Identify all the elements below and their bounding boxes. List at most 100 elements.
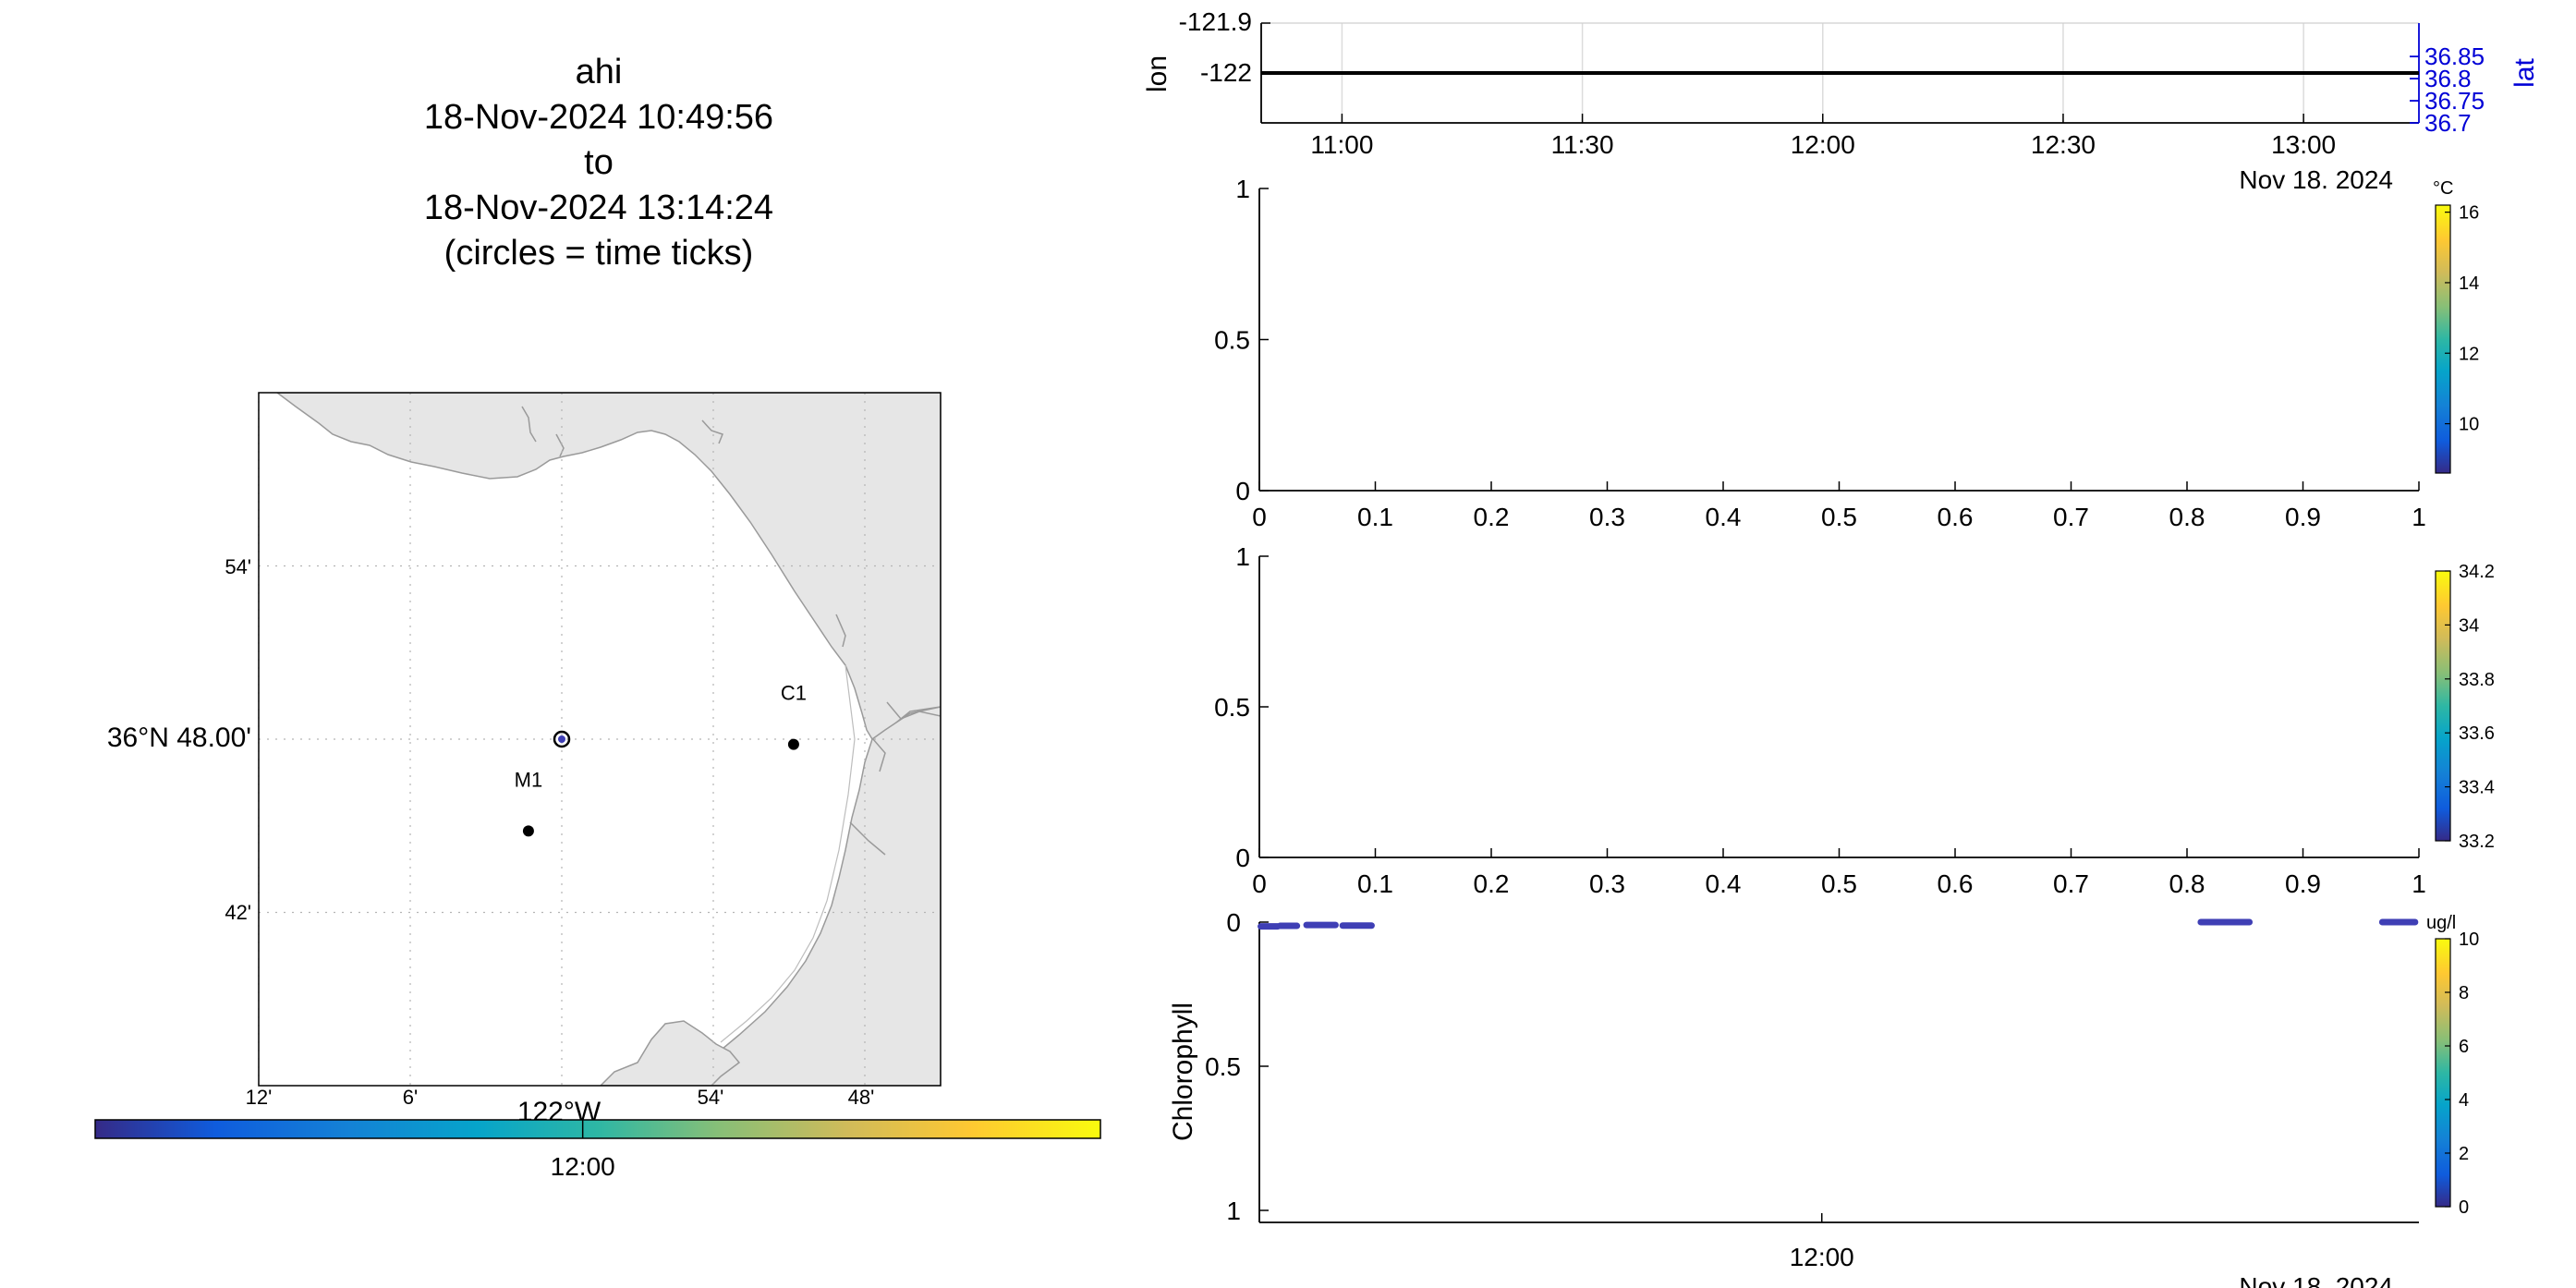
position-xtick-2: 12:00 <box>1791 130 1855 159</box>
salinity-colorbar-ticks: 33.2 33.4 33.6 33.8 34 34.2 <box>2445 562 2495 852</box>
chlorophyll-cb-tick-5: 10 <box>2459 930 2479 950</box>
map-title-line-5: (circles = time ticks) <box>444 234 754 273</box>
temperature-ytick-2: 1 <box>1235 175 1250 203</box>
salinity-cb-tick-5: 34.2 <box>2459 562 2495 582</box>
time-colorbar: 12:00 <box>94 1119 1101 1181</box>
salinity-cb-tick-0: 33.2 <box>2459 832 2495 852</box>
temperature-colorbar-unit: °C <box>2433 178 2453 199</box>
salinity-ytick-0: 0 <box>1235 844 1250 872</box>
vehicle-position-marker <box>553 730 571 748</box>
temperature-xtick-1: 0.1 <box>1357 503 1393 531</box>
land-south <box>599 1020 741 1086</box>
station-c1-marker <box>787 738 799 750</box>
map-title-line-1: ahi <box>576 53 623 91</box>
chlorophyll-date-label: Nov 18. 2024 <box>2239 1272 2393 1288</box>
salinity-ytick-2: 1 <box>1235 542 1250 571</box>
slough <box>849 821 886 856</box>
station-c1-label: C1 <box>781 682 807 705</box>
position-ylabel-right: lat <box>2509 57 2540 87</box>
temperature-xtick-4: 0.4 <box>1706 503 1742 531</box>
map-title-line-4: 18-Nov-2024 13:14:24 <box>424 188 773 227</box>
position-xtick-1: 11:30 <box>1551 130 1614 159</box>
chlorophyll-axis-ticks: 0 0.5 1 12:00 <box>1205 908 1854 1271</box>
salinity-cb-tick-3: 33.8 <box>2459 670 2495 690</box>
station-m1-marker <box>522 825 534 837</box>
chlorophyll-cb-tick-0: 0 <box>2459 1197 2469 1218</box>
map-xtick-48: 48' <box>848 1086 875 1109</box>
salinity-xtick-8: 0.8 <box>2169 869 2205 898</box>
chlorophyll-ytick-0: 0 <box>1226 908 1241 937</box>
lat-tick-label-0: 36.85 <box>2424 43 2485 70</box>
lat-tick-label-2: 36.75 <box>2424 87 2485 115</box>
temperature-cb-tick-3: 16 <box>2459 203 2479 224</box>
map-ytick-42: 42' <box>225 901 251 924</box>
chlorophyll-cb-tick-3: 6 <box>2459 1037 2469 1057</box>
temperature-xtick-0: 0 <box>1252 503 1267 531</box>
river-4 <box>835 614 846 648</box>
chlorophyll-ytick-2: 1 <box>1226 1197 1241 1225</box>
salinity-xtick-5: 0.5 <box>1821 869 1857 898</box>
temperature-xtick-3: 0.3 <box>1589 503 1625 531</box>
chlorophyll-ylabel: Chlorophyll <box>1168 1002 1198 1141</box>
position-date-label: Nov 18. 2024 <box>2239 165 2393 194</box>
salinity-cb-tick-2: 33.6 <box>2459 723 2495 744</box>
position-xtick-3: 12:30 <box>2031 130 2096 159</box>
position-time-ticks: 11:00 11:30 12:00 12:30 13:00 <box>1310 114 2336 159</box>
map-title-line-2: 18-Nov-2024 10:49:56 <box>424 98 773 137</box>
chlorophyll-cb-tick-2: 4 <box>2459 1090 2469 1111</box>
river-5 <box>886 701 941 720</box>
salinity-xtick-4: 0.4 <box>1706 869 1742 898</box>
position-xtick-4: 13:00 <box>2271 130 2336 159</box>
salinity-cb-tick-1: 33.4 <box>2459 778 2495 798</box>
temperature-xtick-10: 1 <box>2412 503 2426 531</box>
temperature-colorbar-ticks: 10 12 14 16 <box>2445 203 2479 435</box>
temperature-xtick-5: 0.5 <box>1821 503 1857 531</box>
salinity-ytick-1: 0.5 <box>1214 693 1250 722</box>
temperature-panel: 0 0.1 0.2 0.3 0.4 0.5 0.6 0.7 0.8 0.9 100.51 10121… <box>1214 175 2479 531</box>
temperature-xtick-9: 0.9 <box>2285 503 2321 531</box>
map-xtick-54: 54' <box>698 1086 724 1109</box>
temperature-cb-tick-2: 14 <box>2459 273 2479 294</box>
river-2 <box>555 433 565 457</box>
salinity-xtick-2: 0.2 <box>1474 869 1510 898</box>
map-stations: C1 M1 <box>515 682 807 837</box>
salinity-panel: 0 0.1 0.2 0.3 0.4 0.5 0.6 0.7 0.8 0.9 100.51 33.23… <box>1214 542 2495 898</box>
salinity-xtick-10: 1 <box>2412 869 2426 898</box>
temperature-xtick-6: 0.6 <box>1938 503 1974 531</box>
salinity-cb-tick-4: 34 <box>2459 615 2479 636</box>
temperature-xtick-7: 0.7 <box>2053 503 2089 531</box>
salinity-xtick-6: 0.6 <box>1938 869 1974 898</box>
position-xtick-0: 11:00 <box>1310 130 1373 159</box>
map-title: ahi 18-Nov-2024 10:49:56 to 18-Nov-2024 … <box>424 53 773 273</box>
salinity-colorbar <box>2435 570 2451 842</box>
salinity-xtick-1: 0.1 <box>1357 869 1393 898</box>
temperature-ytick-0: 0 <box>1235 477 1250 505</box>
temperature-axis-ticks: 0 0.1 0.2 0.3 0.4 0.5 0.6 0.7 0.8 0.9 1 0 0.5 1 <box>1214 175 2426 531</box>
chlorophyll-xtick-0: 12:00 <box>1790 1243 1854 1271</box>
chlorophyll-cb-tick-1: 2 <box>2459 1144 2469 1164</box>
position-ytick-mid: -122 <box>1200 58 1252 87</box>
temperature-ytick-1: 0.5 <box>1214 326 1250 355</box>
temperature-xtick-8: 0.8 <box>2169 503 2205 531</box>
chlorophyll-colorbar-unit: ug/l <box>2426 913 2456 933</box>
map-title-line-3: to <box>584 143 614 182</box>
map-frame <box>258 392 942 1087</box>
land-north <box>275 393 941 741</box>
river-6 <box>872 738 886 772</box>
position-ylabel-left: lon <box>1142 55 1173 92</box>
chlorophyll-panel: 0 0.5 1 12:00 Chlorophyll 0 2 4 6 8 10 ug/l Nov … <box>1168 908 2479 1288</box>
chlorophyll-colorbar-ticks: 0 2 4 6 8 10 <box>2445 930 2479 1218</box>
map-axes: 12' 6' 122°W 54' 48' 54' 36°N 48.00' 42'… <box>107 392 942 1127</box>
salinity-xtick-0: 0 <box>1252 869 1267 898</box>
coast-contour <box>720 664 856 1043</box>
temperature-cb-tick-0: 10 <box>2459 415 2479 435</box>
chlorophyll-data-segments <box>1258 918 2419 930</box>
map-ytick-36n: 36°N 48.00' <box>107 723 251 753</box>
chlorophyll-cb-tick-4: 8 <box>2459 983 2469 1003</box>
lat-tick-label-1: 36.8 <box>2424 65 2472 92</box>
map-xtick-12: 12' <box>246 1086 273 1109</box>
salinity-axis-ticks: 0 0.1 0.2 0.3 0.4 0.5 0.6 0.7 0.8 0.9 1 0 0.5 1 <box>1214 542 2426 898</box>
